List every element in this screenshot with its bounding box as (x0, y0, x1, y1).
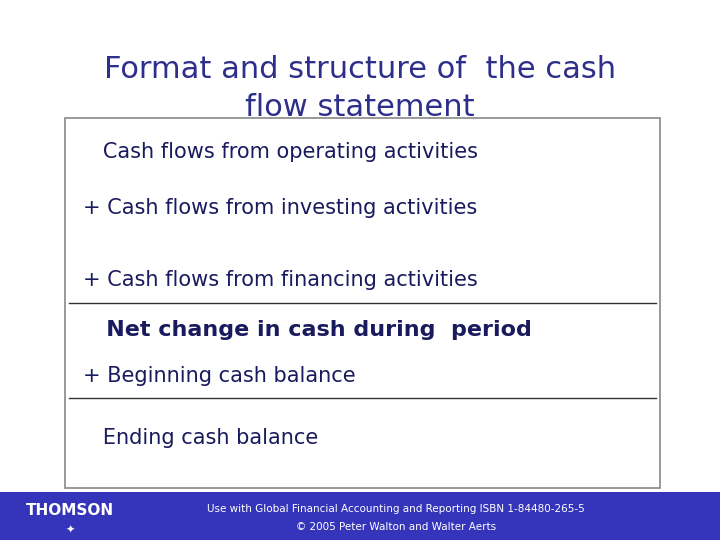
Text: Cash flows from operating activities: Cash flows from operating activities (83, 142, 478, 162)
Bar (65, 118, 660, 488)
Text: Net change in cash during  period: Net change in cash during period (83, 320, 532, 340)
Text: flow statement: flow statement (246, 93, 474, 122)
Text: + Cash flows from financing activities: + Cash flows from financing activities (83, 270, 478, 290)
Bar (0, 492, 720, 540)
Text: THOMSON: THOMSON (26, 503, 114, 518)
Text: Use with Global Financial Accounting and Reporting ISBN 1-84480-265-5: Use with Global Financial Accounting and… (207, 504, 585, 514)
Text: ✦: ✦ (66, 524, 75, 535)
Text: Format and structure of  the cash: Format and structure of the cash (104, 55, 616, 84)
Text: + Beginning cash balance: + Beginning cash balance (83, 366, 356, 386)
Text: Ending cash balance: Ending cash balance (83, 428, 318, 448)
Text: © 2005 Peter Walton and Walter Aerts: © 2005 Peter Walton and Walter Aerts (296, 522, 496, 531)
Text: + Cash flows from investing activities: + Cash flows from investing activities (83, 198, 477, 218)
